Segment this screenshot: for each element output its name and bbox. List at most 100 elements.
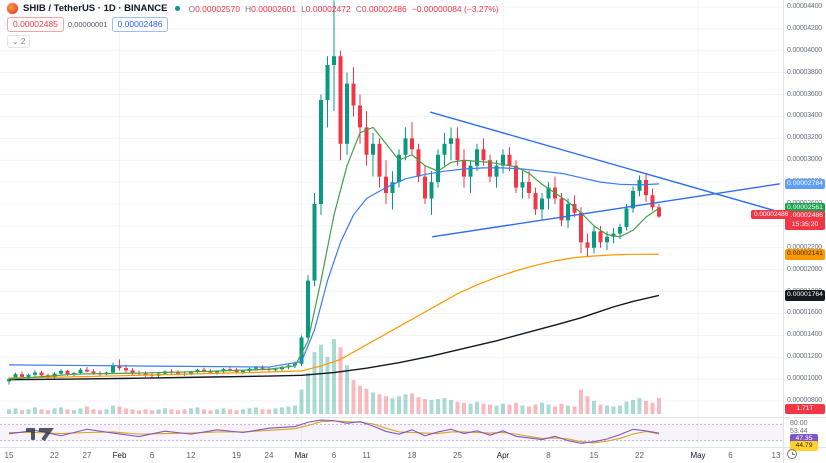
volume-bar <box>449 399 453 414</box>
volume-bar <box>631 399 635 414</box>
volume-bar <box>286 406 291 414</box>
candle-body <box>78 369 83 374</box>
descending-trendline[interactable] <box>430 111 781 213</box>
volume-bar <box>163 408 167 414</box>
stoch-k-line <box>8 419 660 444</box>
time-tick-label: 18 <box>407 451 417 460</box>
volume-bar <box>195 407 200 414</box>
candle-body <box>20 374 24 377</box>
volume-bar <box>475 401 479 414</box>
candle-body <box>540 198 544 210</box>
volume-bar <box>78 408 83 414</box>
volume-bar <box>442 398 447 414</box>
time-tick-label: May <box>690 451 706 460</box>
volume-bar <box>507 404 512 414</box>
volume-bar <box>338 347 343 414</box>
candle-body <box>455 138 460 161</box>
volume-bar <box>65 409 70 414</box>
candle-body <box>514 165 518 188</box>
volume-bar <box>364 388 369 414</box>
market-status-dot <box>175 6 181 11</box>
symbol-title[interactable]: SHIB / TetherUS · 1D · BINANCE <box>23 3 168 14</box>
volume-bar <box>423 399 427 414</box>
volume-bar <box>169 409 174 414</box>
candle-body <box>384 176 388 194</box>
volume-bar <box>377 394 382 414</box>
candle-body <box>351 83 356 106</box>
candle-body <box>650 195 655 208</box>
price-tick-label: 0.00001000 <box>787 375 822 383</box>
volume-bar <box>234 410 239 414</box>
volume-bar <box>520 405 525 414</box>
volume-bar <box>579 389 583 414</box>
candle-body <box>325 65 330 101</box>
volume-bar <box>455 401 460 414</box>
price-tick-label: 0.00001400 <box>787 331 822 339</box>
price-tick-label: 0.00000800 <box>787 396 822 404</box>
volume-bar <box>657 397 661 414</box>
volume-bar <box>39 409 44 414</box>
clock-icon[interactable] <box>787 449 797 459</box>
time-tick-label: 22 <box>635 451 644 460</box>
candle-body <box>189 371 193 375</box>
ohlc-values: O0.00002570 H0.00002601 L0.00002472 C0.0… <box>188 3 407 14</box>
volume-bar <box>494 405 499 414</box>
candle-body <box>39 372 44 376</box>
volume-bar <box>488 404 492 414</box>
candle-body <box>644 179 648 196</box>
candle-body <box>124 368 128 371</box>
volume-bar <box>559 403 564 414</box>
legend-collapse-button[interactable]: ⌄ 2 <box>7 35 31 49</box>
candle-body <box>332 56 336 66</box>
stoch-k-badge: 47.35 <box>790 433 818 444</box>
chart-legend: SHIB / TetherUS · 1D · BINANCE O0.000025… <box>7 3 499 49</box>
volume-bar <box>416 397 421 414</box>
time-tick-label: Feb <box>112 451 127 460</box>
time-tick-label: 12 <box>186 451 196 460</box>
candle-body <box>559 198 564 221</box>
candle-body <box>319 100 323 204</box>
volume-bar <box>371 392 375 414</box>
stoch-scale-label: 80.00 <box>790 420 808 428</box>
ma-orange-value-badge: 0.00002141 <box>785 249 825 260</box>
volume-bar <box>7 409 11 414</box>
volume-bar <box>546 404 551 414</box>
shib-logo <box>7 3 18 14</box>
candle-body <box>390 182 395 194</box>
volume-bar <box>111 405 115 414</box>
candle-body <box>494 165 499 177</box>
volume-bar <box>403 394 408 414</box>
candle-body <box>254 367 258 369</box>
volume-bar <box>241 409 245 414</box>
price-tick-label: 0.00003600 <box>787 90 822 98</box>
candle-body <box>228 369 232 371</box>
volume-bar <box>91 409 96 414</box>
candle-body <box>423 176 427 199</box>
candle-body <box>26 374 31 377</box>
time-tick-label: 19 <box>232 451 241 460</box>
volume-bar <box>611 406 616 414</box>
volume-bar <box>592 400 596 414</box>
candle-body <box>520 182 525 188</box>
buy-button[interactable]: 0.00002486 <box>111 17 169 33</box>
volume-bar <box>273 408 278 414</box>
candle-body <box>260 367 265 369</box>
candle-body <box>572 203 577 213</box>
volume-bar <box>429 399 434 414</box>
volume-bar <box>176 410 180 414</box>
ascending-trendline[interactable] <box>432 183 781 238</box>
volume-bar <box>637 398 642 414</box>
volume-bar <box>202 409 206 414</box>
volume-bar <box>59 407 63 414</box>
candle-body <box>605 236 609 243</box>
volume-bar <box>527 406 531 414</box>
volume-bar <box>390 398 395 414</box>
candle-body <box>130 370 135 373</box>
candle-body <box>117 365 122 369</box>
volume-bar <box>319 344 323 414</box>
volume-bar <box>306 372 310 414</box>
sell-button[interactable]: 0.00002485 <box>7 17 64 33</box>
time-tick-label: 8 <box>546 451 551 460</box>
